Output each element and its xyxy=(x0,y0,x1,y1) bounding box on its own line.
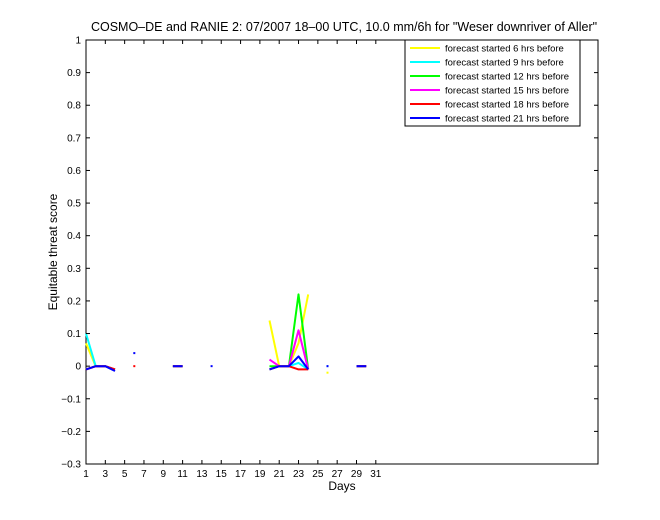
legend: forecast started 6 hrs before forecast st… xyxy=(404,39,581,127)
x-tick-label: 29 xyxy=(351,469,363,480)
legend-entry: forecast started 12 hrs before xyxy=(410,72,569,83)
legend-entries: forecast started 6 hrs before forecast st… xyxy=(410,44,569,125)
x-tick-label: 3 xyxy=(103,469,109,480)
y-tick-label: −0.3 xyxy=(61,460,81,471)
legend-entry: forecast started 18 hrs before xyxy=(410,100,569,111)
y-tick-label: 0.2 xyxy=(67,296,81,307)
y-tick-label: 0.7 xyxy=(67,133,81,144)
x-tick-label: 7 xyxy=(141,469,147,480)
series-line xyxy=(85,365,116,372)
legend-label: forecast started 9 hrs before xyxy=(445,58,564,69)
series-line xyxy=(269,355,310,371)
x-tick-label: 5 xyxy=(122,469,128,480)
series-6 xyxy=(85,352,367,372)
series-layer xyxy=(85,293,367,374)
x-tick-label: 9 xyxy=(161,469,167,480)
legend-entry: forecast started 6 hrs before xyxy=(410,44,564,55)
x-tick-label: 19 xyxy=(254,469,266,480)
x-tick-label: 25 xyxy=(312,469,324,480)
y-tick-label: 0 xyxy=(75,362,81,373)
chart-title: COSMO–DE and RANIE 2: 07/2007 18–00 UTC,… xyxy=(91,20,597,34)
x-tick-label: 17 xyxy=(235,469,247,480)
x-axis-label: Days xyxy=(328,479,355,493)
x-tick-label: 13 xyxy=(196,469,208,480)
x-tick-label: 23 xyxy=(293,469,305,480)
legend-entry: forecast started 9 hrs before xyxy=(410,58,564,69)
x-tick-label: 27 xyxy=(332,469,344,480)
legend-box xyxy=(404,39,581,127)
x-tick-label: 21 xyxy=(274,469,286,480)
legend-label: forecast started 12 hrs before xyxy=(445,72,569,83)
y-tick-label: 0.6 xyxy=(67,166,81,177)
x-tick-label: 15 xyxy=(216,469,228,480)
y-tick-label: 0.1 xyxy=(67,329,81,340)
ticks-layer: 1 3 5 7 9 11 13 15 17 19 21 23 25 27 29 31−0.3−0.2−0.10… xyxy=(61,36,598,480)
legend-label: forecast started 15 hrs before xyxy=(445,86,569,97)
y-tick-label: −0.1 xyxy=(61,394,81,405)
y-tick-label: −0.2 xyxy=(61,427,81,438)
legend-label: forecast started 18 hrs before xyxy=(445,100,569,111)
x-tick-label: 11 xyxy=(177,469,188,480)
legend-entry: forecast started 15 hrs before xyxy=(410,86,569,97)
x-tick-label: 1 xyxy=(83,469,89,480)
y-tick-label: 0.9 xyxy=(67,68,81,79)
y-tick-label: 0.4 xyxy=(67,231,81,242)
legend-label: forecast started 21 hrs before xyxy=(445,114,569,125)
y-axis-label: Equitable threat score xyxy=(46,193,60,310)
y-tick-label: 0.5 xyxy=(67,199,81,210)
legend-entry: forecast started 21 hrs before xyxy=(410,114,569,125)
y-tick-label: 0.8 xyxy=(67,101,81,112)
y-tick-label: 0.3 xyxy=(67,264,81,275)
x-tick-label: 31 xyxy=(370,469,382,480)
legend-label: forecast started 6 hrs before xyxy=(445,44,564,55)
y-tick-label: 1 xyxy=(75,36,81,47)
